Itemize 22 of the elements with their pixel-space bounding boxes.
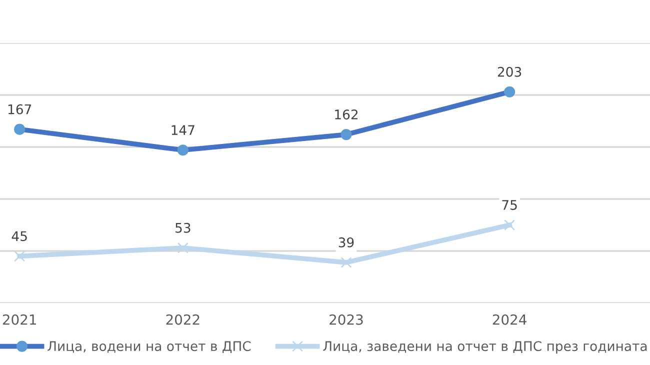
point [14, 250, 26, 262]
point [340, 256, 352, 268]
data-label: 203 [498, 66, 522, 77]
data-label: 167 [8, 104, 32, 114]
x-tick-label: 2022 [166, 314, 200, 325]
x-tick-label: 2023 [330, 314, 363, 325]
point [177, 144, 188, 156]
data-label: 45 [12, 231, 27, 242]
point [14, 124, 26, 135]
data-label: 75 [502, 200, 517, 210]
point [177, 242, 188, 254]
data-label: 147 [172, 125, 194, 135]
point [340, 128, 352, 140]
x-tick-label: 2024 [492, 314, 526, 325]
data-label: 53 [176, 222, 190, 233]
data-label: 39 [338, 237, 354, 248]
x-tick-label: 2021 [2, 314, 36, 325]
legend-label: Лица, водени на отчет в ДПС [48, 341, 251, 353]
legend-label: Лица, заведени на отчет в ДПС през годината [323, 341, 647, 354]
point [504, 86, 516, 98]
data-label: 162 [335, 109, 358, 120]
point [504, 219, 516, 231]
